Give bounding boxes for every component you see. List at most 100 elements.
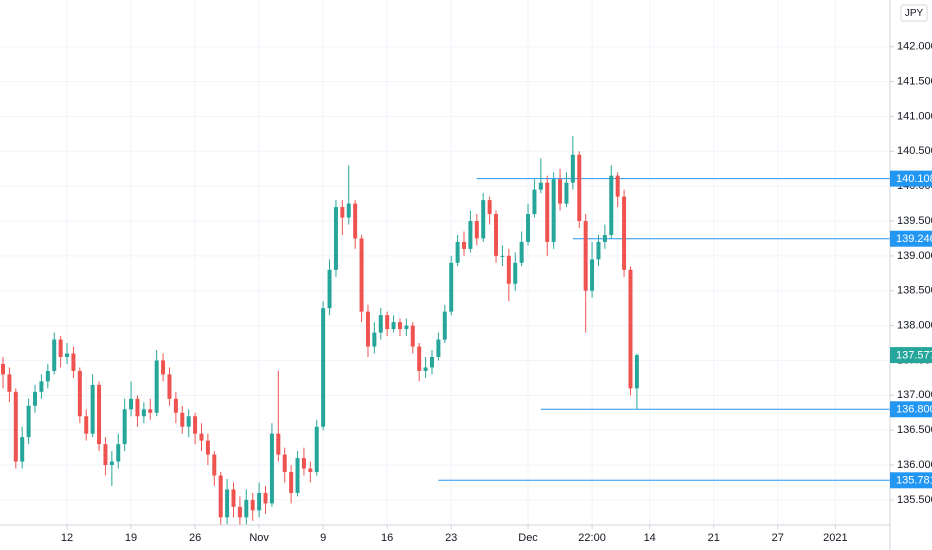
candle-body	[77, 370, 82, 417]
candle-body	[65, 353, 70, 357]
currency-label[interactable]: JPY	[905, 8, 924, 19]
candle-body	[269, 433, 274, 504]
candle-body	[1, 363, 5, 375]
x-tick-label: 21	[708, 532, 720, 544]
candle-body	[333, 207, 338, 270]
candle-body	[257, 492, 262, 511]
y-tick-label: 138.000	[897, 320, 932, 332]
x-tick-label: 27	[772, 532, 784, 544]
y-tick-label: 136.000	[897, 459, 932, 471]
candle-body	[494, 214, 499, 256]
candle-body	[391, 322, 396, 330]
candle-body	[45, 370, 50, 382]
y-tick-label: 141.500	[897, 75, 932, 87]
candle-body	[327, 269, 332, 309]
candle-body	[410, 325, 415, 347]
candle-body	[622, 196, 627, 270]
candle-body	[321, 308, 326, 427]
candle-body	[532, 189, 537, 215]
y-tick-label: 138.500	[897, 285, 932, 297]
candle-body	[500, 255, 505, 257]
level-label: 135.781	[896, 475, 932, 487]
candle-body	[52, 339, 57, 371]
candle-body	[385, 315, 390, 330]
candle-body	[404, 325, 409, 330]
y-tick-label: 139.500	[897, 215, 932, 227]
level-label: 136.800	[896, 404, 932, 416]
candle-body	[487, 200, 492, 215]
y-tick-label: 140.500	[897, 145, 932, 157]
candle-body	[436, 339, 441, 357]
y-tick-label: 142.000	[897, 41, 932, 53]
candle-body	[474, 221, 479, 239]
candle-body	[519, 241, 524, 263]
candle-body	[423, 367, 428, 371]
candle-body	[449, 262, 454, 312]
candle-body	[609, 175, 614, 235]
candle-body	[225, 489, 230, 518]
candle-body	[276, 433, 281, 455]
candle-body	[397, 322, 402, 330]
y-tick-label: 137.000	[897, 389, 932, 401]
candle-body	[186, 416, 191, 427]
candle-body	[116, 444, 121, 462]
candle-body	[109, 461, 114, 466]
candle-body	[103, 444, 108, 466]
last-price-badge	[890, 347, 932, 364]
candle-body	[346, 203, 351, 218]
candle-body	[263, 492, 268, 504]
candle-body	[506, 255, 511, 284]
last-price-label: 137.577	[896, 349, 932, 361]
level-badge	[890, 230, 932, 247]
x-tick-label: 19	[125, 532, 137, 544]
x-tick-label: 2021	[823, 532, 847, 544]
candle-body	[378, 315, 383, 333]
candle-body	[577, 154, 582, 222]
candle-body	[308, 468, 313, 473]
x-tick-label: 23	[445, 532, 457, 544]
candle-body	[244, 499, 249, 518]
candle-body	[551, 179, 556, 242]
candle-body	[372, 332, 377, 347]
candle-body	[538, 182, 543, 190]
candle-body	[314, 426, 319, 473]
candle-body	[39, 381, 44, 392]
candle-body	[58, 339, 63, 357]
level-badge	[890, 170, 932, 187]
candle-body	[301, 458, 306, 469]
candle-body	[545, 182, 550, 242]
candle-body	[590, 259, 595, 291]
candle-body	[558, 179, 563, 204]
y-tick-label: 136.500	[897, 424, 932, 436]
levels	[438, 178, 890, 481]
candle-body	[250, 499, 255, 511]
y-tick-label: 139.000	[897, 250, 932, 262]
candle-body	[90, 384, 95, 434]
level-label: 139.246	[896, 233, 932, 245]
candle-body	[359, 238, 364, 312]
candle-body	[596, 241, 601, 260]
candle-body	[122, 409, 127, 445]
level-label: 140.108	[896, 173, 932, 185]
candle-body	[634, 355, 639, 389]
candle-body	[602, 234, 607, 242]
x-tick-label: 26	[189, 532, 201, 544]
candle-body	[129, 398, 134, 410]
candle-body	[615, 175, 620, 197]
candle-body	[564, 182, 569, 204]
candle-body	[199, 433, 204, 441]
candle-body	[33, 391, 38, 406]
currency-badge[interactable]	[900, 4, 928, 22]
candle-body	[455, 241, 460, 263]
candle-body	[148, 409, 153, 413]
candle-body	[295, 458, 300, 493]
candle-body	[340, 207, 345, 218]
candle-body	[97, 384, 102, 445]
candle-body	[7, 374, 12, 392]
axes: 135.500136.000136.500137.000137.500138.0…	[61, 41, 932, 544]
candle-body	[481, 200, 486, 239]
candle-body	[26, 405, 31, 438]
candle-body	[13, 391, 18, 462]
candle-body	[513, 262, 518, 284]
candle-body	[570, 154, 575, 183]
